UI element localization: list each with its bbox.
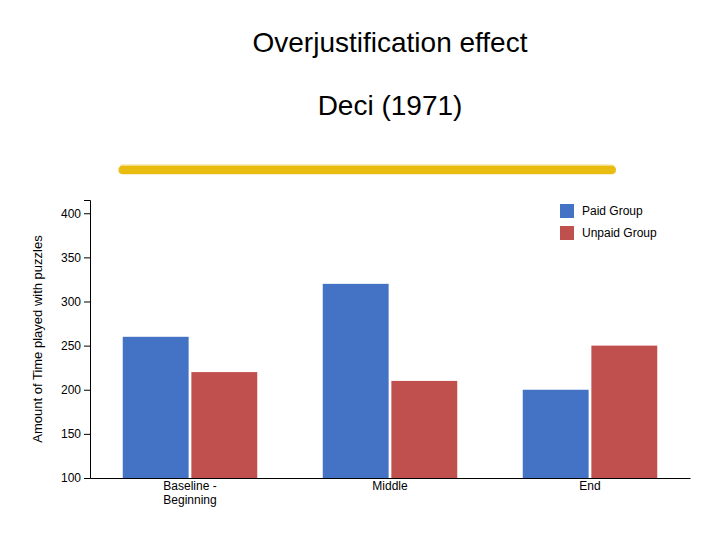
- tick-mark: [84, 478, 90, 479]
- x-axis: Baseline -Beginning Middle End: [91, 478, 691, 507]
- plot: 100 150 200 250 300 350 400 Baseline -Beginning…: [30, 201, 691, 540]
- tick-label: End: [579, 479, 600, 493]
- axis-line: [84, 201, 91, 479]
- bar: [191, 372, 257, 478]
- highlight-stroke: [122, 165, 612, 170]
- highlight-stroke: [122, 166, 612, 174]
- tick-label: Baseline -Beginning: [163, 479, 216, 507]
- bar: [523, 390, 589, 478]
- bar: [591, 346, 657, 478]
- tick: 250: [61, 339, 90, 353]
- y-axis: 100 150 200 250 300 350 400: [61, 201, 91, 486]
- tick-mark: [84, 301, 90, 302]
- bar-series: [123, 284, 589, 478]
- bars: [123, 284, 658, 478]
- tick-mark: [84, 434, 90, 435]
- bar: [123, 337, 189, 478]
- tick: Middle: [372, 478, 408, 493]
- tick-label: 350: [61, 251, 81, 265]
- legend-label: Unpaid Group: [582, 226, 657, 240]
- tick-label: 250: [61, 339, 81, 353]
- highlight-stroke: [122, 171, 612, 175]
- bar: [391, 381, 457, 478]
- tick: 150: [61, 427, 90, 441]
- tick-label: 400: [61, 207, 81, 221]
- tick-label: 150: [61, 427, 81, 441]
- legend-item: Unpaid Group: [560, 226, 657, 240]
- y-axis-label: Amount of Time played with puzzles: [30, 235, 45, 443]
- bar: [323, 284, 389, 478]
- tick: Baseline -Beginning: [163, 478, 216, 507]
- title: Overjustification effect: [253, 27, 528, 58]
- tick: End: [579, 478, 600, 493]
- tick-label: 200: [61, 383, 81, 397]
- legend: Paid Group Unpaid Group: [560, 204, 657, 240]
- tick-mark: [84, 390, 90, 391]
- highlight: [122, 167, 612, 173]
- chart: Overjustification effect Deci (1971) 100 15…: [0, 0, 720, 540]
- tick-label: 100: [61, 471, 81, 485]
- tick-label: 300: [61, 295, 81, 309]
- tick: 350: [61, 251, 90, 265]
- subtitle: Deci (1971): [318, 90, 463, 121]
- tick: 100: [61, 471, 90, 485]
- legend-item: Paid Group: [560, 204, 643, 218]
- tick: 400: [61, 207, 90, 221]
- tick-label: Middle: [372, 479, 408, 493]
- bar-series: [191, 346, 657, 478]
- legend-swatch: [560, 204, 574, 218]
- tick-mark: [84, 213, 90, 214]
- tick: 300: [61, 295, 90, 309]
- tick: 200: [61, 383, 90, 397]
- legend-swatch: [560, 226, 574, 240]
- tick-mark: [84, 257, 90, 258]
- tick-mark: [84, 346, 90, 347]
- legend-label: Paid Group: [582, 204, 643, 218]
